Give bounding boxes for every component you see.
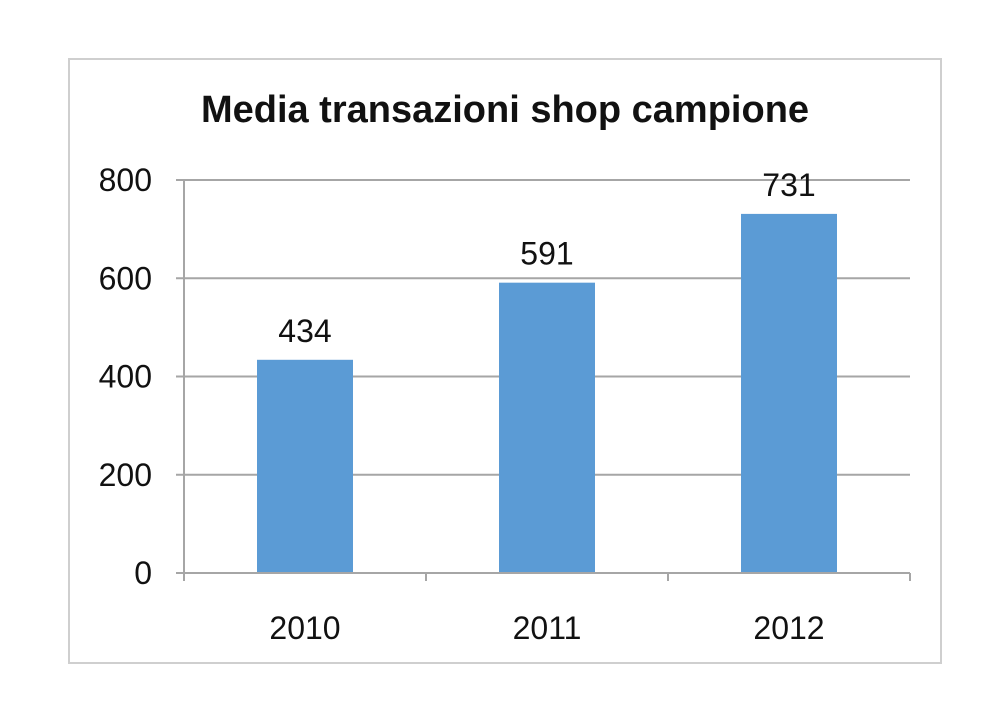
y-tick-label: 600 — [99, 260, 152, 296]
y-tick-label: 400 — [99, 359, 152, 395]
bar-2010 — [257, 359, 353, 573]
axes — [176, 179, 911, 581]
bars — [257, 213, 837, 574]
data-label: 731 — [762, 167, 815, 203]
bar-2011 — [499, 282, 595, 573]
x-tick-label: 2011 — [513, 610, 582, 646]
data-label: 591 — [520, 236, 573, 272]
y-tick-label: 200 — [99, 457, 152, 493]
y-tick-label: 800 — [99, 162, 152, 198]
data-label: 434 — [278, 313, 331, 349]
y-tick-label: 0 — [134, 555, 152, 591]
labels: 0 200 400 600 800 434 2010 591 2011 731 2012 — [99, 162, 825, 646]
x-tick-label: 2010 — [269, 610, 340, 646]
bar-2012 — [741, 213, 837, 574]
chart-title: Media transazioni shop campione — [200, 89, 810, 131]
x-tick-label: 2012 — [753, 610, 824, 646]
